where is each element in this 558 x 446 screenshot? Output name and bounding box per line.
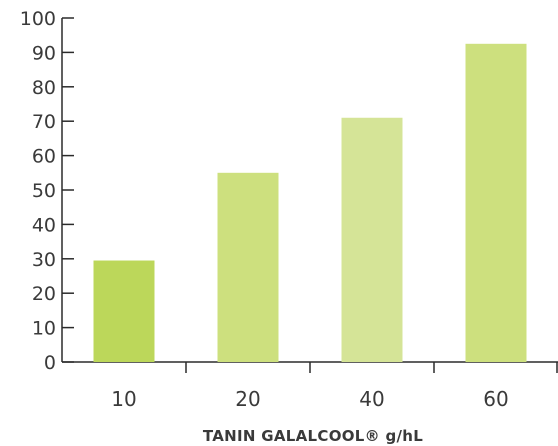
y-tick-label: 20 <box>32 283 56 305</box>
y-tick-label: 100 <box>20 8 56 30</box>
x-tick-label: 10 <box>111 387 136 411</box>
bar-40 <box>341 117 403 362</box>
bar-10 <box>93 260 155 362</box>
x-axis: 10 20 40 60 <box>62 361 558 411</box>
y-tick-label: 90 <box>32 42 56 64</box>
bars <box>93 43 527 363</box>
y-tick-label: 0 <box>44 352 56 374</box>
y-tick-label: 40 <box>32 214 56 236</box>
y-tick-label: 80 <box>32 77 56 99</box>
x-tick-label: 60 <box>483 387 508 411</box>
bar-20 <box>217 172 279 362</box>
y-axis: 0 10 20 30 40 50 60 70 80 90 100 <box>20 8 74 374</box>
y-tick-label: 50 <box>32 180 56 202</box>
y-tick-label: 30 <box>32 249 56 271</box>
y-tick-label: 60 <box>32 146 56 168</box>
y-tick-label: 70 <box>32 111 56 133</box>
x-tick-label: 40 <box>359 387 384 411</box>
y-tick-label: 10 <box>32 318 56 340</box>
x-axis-title: TANIN GALALCOOL® g/hL <box>203 427 423 445</box>
bar-60 <box>465 43 527 363</box>
x-tick-label: 20 <box>235 387 260 411</box>
